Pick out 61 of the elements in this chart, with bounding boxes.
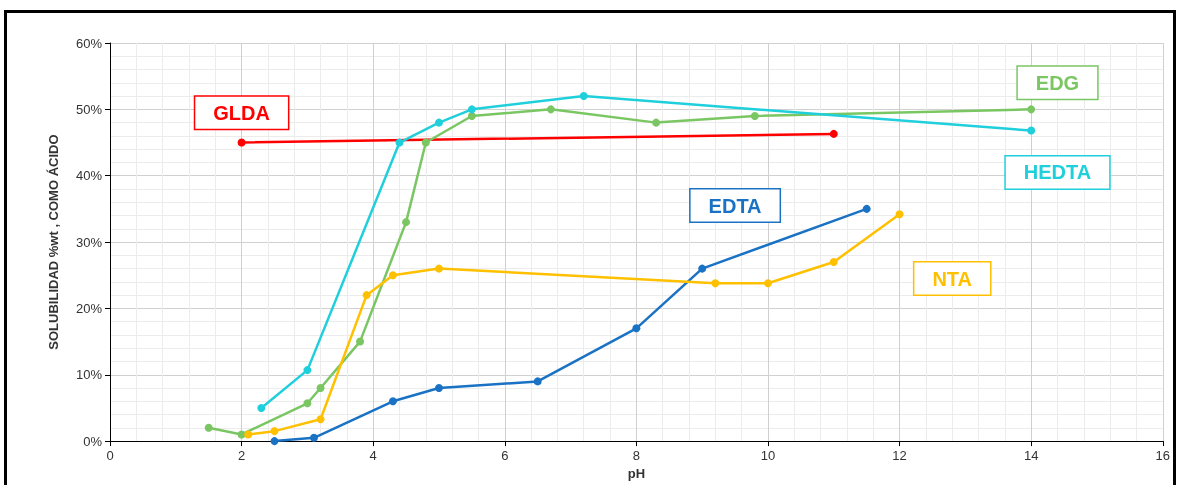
y-tick-label: 50%	[75, 101, 103, 117]
x-tick-label: 12	[892, 448, 907, 464]
point	[546, 105, 555, 114]
point	[1027, 126, 1036, 135]
x-tick-label: 8	[632, 448, 640, 464]
point	[270, 437, 279, 446]
point	[652, 118, 661, 127]
point	[435, 118, 443, 127]
x-tick-label: 4	[369, 448, 377, 464]
y-tick-label: 60%	[75, 35, 103, 51]
series-label: GLDA	[213, 101, 270, 124]
y-tick-label: 10%	[75, 367, 103, 383]
point	[421, 138, 430, 147]
point	[467, 111, 476, 120]
point	[244, 430, 253, 439]
point	[388, 397, 397, 406]
point	[829, 129, 838, 138]
point	[579, 92, 588, 101]
y-tick-label: 20%	[75, 300, 103, 316]
x-tick-label: 6	[501, 448, 509, 464]
point	[1027, 105, 1036, 114]
point	[435, 264, 443, 273]
series-label: EDTA	[708, 194, 762, 217]
point	[895, 210, 904, 219]
y-tick-label: 40%	[75, 168, 103, 184]
point	[388, 271, 397, 280]
point	[711, 279, 720, 288]
x-tick-label: 10	[760, 448, 776, 464]
point	[237, 138, 246, 147]
point	[257, 403, 266, 412]
point	[829, 257, 838, 266]
point	[316, 415, 325, 424]
y-axis-title: SOLUBILIDAD %wt , COMO ÁCIDO	[46, 134, 61, 350]
x-tick-label: 14	[1023, 448, 1039, 464]
point	[632, 324, 641, 333]
point	[533, 377, 542, 386]
point	[204, 423, 213, 432]
point	[309, 433, 318, 442]
x-axis-title: pH	[627, 466, 646, 481]
point	[402, 218, 411, 227]
point	[862, 204, 871, 213]
point	[698, 264, 707, 273]
series-label: HEDTA	[1023, 161, 1092, 184]
point	[763, 279, 772, 288]
x-tick-label: 2	[237, 448, 246, 464]
point	[303, 366, 312, 375]
point	[316, 384, 325, 393]
y-tick-label: 0%	[83, 433, 103, 449]
text: NTA	[932, 267, 973, 290]
point	[362, 291, 371, 300]
point	[356, 337, 365, 346]
point	[303, 399, 312, 408]
x-tick-label: 0	[106, 448, 114, 464]
point	[435, 384, 443, 393]
point	[270, 427, 279, 436]
point	[467, 105, 476, 114]
y-tick-label: 30%	[75, 234, 103, 250]
series-label: EDG	[1035, 71, 1080, 94]
point	[750, 111, 759, 120]
x-tick-label: 16	[1155, 448, 1170, 464]
point	[395, 138, 404, 147]
